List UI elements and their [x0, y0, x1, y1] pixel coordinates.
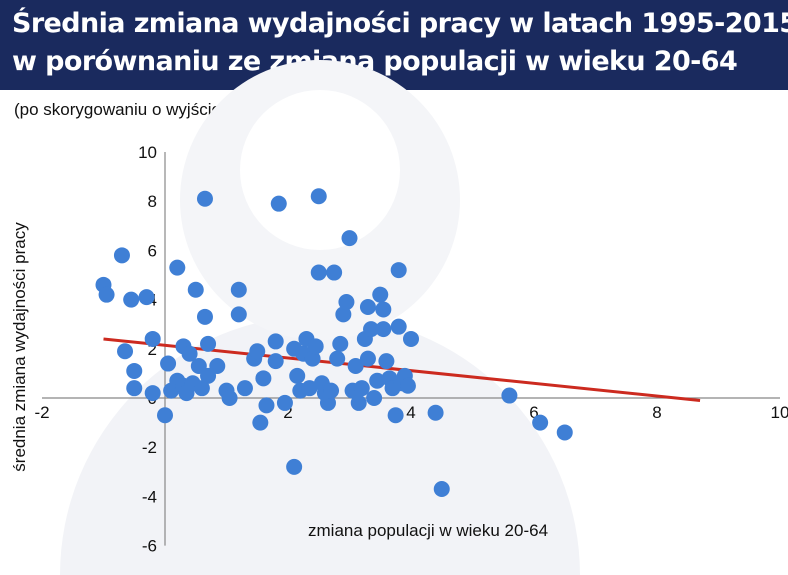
data-point: [221, 390, 238, 406]
data-point: [341, 230, 358, 247]
data-point: [387, 407, 404, 424]
data-point: [390, 318, 407, 335]
data-point: [249, 343, 266, 360]
data-point: [187, 281, 204, 298]
data-point: [350, 394, 367, 411]
data-point: [252, 414, 269, 431]
y-tick-label: 6: [148, 241, 157, 260]
data-point: [375, 321, 392, 338]
data-point: [347, 358, 364, 375]
data-point: [366, 390, 383, 406]
data-point: [157, 407, 173, 424]
data-point: [255, 370, 272, 387]
data-point: [378, 353, 395, 370]
data-point: [126, 362, 143, 379]
data-point: [310, 188, 327, 205]
data-point: [267, 353, 284, 370]
data-point: [532, 414, 549, 431]
data-point: [304, 350, 321, 367]
data-point: [301, 380, 318, 397]
data-point: [390, 262, 407, 279]
data-point: [399, 377, 416, 394]
data-point: [359, 350, 376, 367]
data-point: [326, 264, 343, 281]
x-tick-label: 10: [771, 403, 788, 422]
data-point: [286, 458, 303, 475]
x-tick-label: 8: [652, 403, 661, 422]
data-point: [363, 321, 380, 338]
data-point: [338, 294, 355, 311]
title-banner: Średnia zmiana wydajności pracy w latach…: [0, 0, 788, 90]
y-tick-label: -4: [142, 487, 157, 506]
data-point: [310, 264, 327, 281]
data-point: [126, 380, 143, 397]
y-tick-label: -2: [142, 438, 157, 457]
data-point: [276, 394, 293, 411]
data-point: [501, 387, 518, 404]
data-point: [144, 385, 161, 402]
x-tick-label: -2: [34, 403, 49, 422]
y-tick-label: 10: [138, 143, 157, 162]
data-point: [117, 343, 134, 360]
data-point: [169, 259, 186, 276]
data-point: [181, 345, 198, 362]
data-point: [289, 367, 306, 384]
axes: [42, 152, 780, 546]
y-tick-label: -6: [142, 537, 157, 556]
y-tick-label: 8: [148, 192, 157, 211]
x-tick-label: 4: [406, 403, 415, 422]
data-point: [98, 286, 115, 303]
chart-title-line-1: Średnia zmiana wydajności pracy w latach…: [12, 8, 788, 39]
data-points: [95, 188, 573, 498]
data-point: [307, 338, 324, 355]
data-point: [332, 335, 349, 352]
data-point: [267, 333, 284, 350]
data-point: [359, 298, 376, 315]
x-tick-label: 2: [283, 403, 292, 422]
data-point: [196, 308, 213, 325]
data-point: [123, 291, 140, 308]
chart-title: Średnia zmiana wydajności pracy w latach…: [12, 5, 788, 81]
data-point: [160, 355, 177, 372]
data-point: [427, 404, 444, 421]
data-point: [193, 380, 210, 397]
data-point: [319, 394, 336, 411]
data-point: [230, 306, 247, 323]
data-point: [138, 289, 155, 306]
data-point: [403, 330, 419, 347]
y-axis-title: średnia zmiana wydajności pracy: [10, 222, 29, 472]
data-point: [353, 380, 370, 397]
data-point: [258, 397, 275, 414]
data-point: [335, 306, 352, 323]
x-tick-label: 6: [529, 403, 538, 422]
data-point: [433, 481, 450, 498]
data-point: [329, 350, 346, 367]
data-point: [375, 301, 392, 318]
data-point: [556, 424, 573, 441]
data-point: [323, 382, 340, 399]
background-watermark: [60, 60, 580, 575]
data-point: [372, 286, 389, 303]
x-axis-title: zmiana populacji w wieku 20-64: [308, 521, 548, 540]
data-point: [209, 358, 226, 375]
data-point: [144, 330, 161, 347]
data-point: [113, 247, 130, 264]
data-point: [200, 335, 217, 352]
y-tick-label: 2: [148, 340, 157, 359]
data-point: [236, 380, 253, 397]
data-point: [230, 281, 247, 298]
data-point: [196, 190, 213, 207]
data-point: [369, 372, 386, 389]
data-point: [270, 195, 287, 212]
